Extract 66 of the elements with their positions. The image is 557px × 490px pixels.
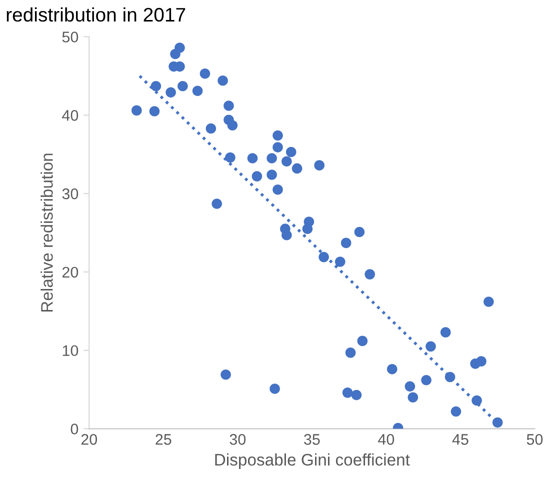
- x-axis-title: Disposable Gini coefficient: [215, 453, 410, 469]
- point: [386, 364, 398, 374]
- point: [174, 42, 185, 53]
- point: [484, 296, 494, 307]
- point: [150, 80, 162, 92]
- point: [247, 153, 258, 164]
- point: [252, 171, 262, 182]
- point: [266, 153, 277, 164]
- point: [272, 184, 283, 195]
- point: [314, 160, 324, 170]
- y-tick-label: 20: [62, 266, 78, 278]
- y-tick-label: 10: [62, 345, 78, 356]
- point: [212, 198, 222, 209]
- point: [421, 374, 432, 386]
- point: [178, 80, 188, 92]
- point: [426, 341, 436, 352]
- point: [166, 87, 176, 98]
- point: [408, 392, 418, 403]
- point: [345, 348, 356, 358]
- point: [227, 120, 238, 130]
- point: [149, 106, 160, 116]
- x-tick-label: 50: [526, 434, 543, 445]
- point: [225, 152, 236, 163]
- x-tick-label: 20: [81, 434, 98, 445]
- x-tick-label: 30: [230, 434, 246, 445]
- point: [440, 327, 451, 338]
- point: [357, 336, 368, 346]
- point: [334, 256, 346, 267]
- point: [200, 68, 210, 79]
- x-tick-label: 25: [156, 434, 172, 445]
- chart-title: redistribution in 2017: [6, 7, 186, 22]
- y-tick-label: 0: [70, 424, 78, 434]
- point: [342, 388, 353, 398]
- point: [340, 238, 352, 248]
- point: [472, 395, 482, 406]
- y-axis-title: Relative redistribution: [40, 154, 53, 312]
- point: [272, 130, 283, 141]
- point: [266, 170, 277, 180]
- x-tick-label: 40: [378, 434, 394, 445]
- point: [354, 226, 365, 238]
- point: [282, 156, 292, 167]
- point: [476, 356, 486, 366]
- x-tick-label: 45: [452, 434, 468, 445]
- point: [220, 370, 231, 380]
- point: [351, 390, 362, 400]
- point: [404, 381, 416, 392]
- point: [292, 163, 302, 174]
- point: [270, 384, 280, 394]
- point: [302, 224, 313, 234]
- point: [132, 105, 142, 116]
- point: [286, 146, 296, 158]
- point: [492, 417, 503, 428]
- point: [206, 123, 216, 134]
- point: [272, 142, 283, 152]
- y-tick-label: 40: [62, 110, 78, 121]
- y-tick-label: 30: [62, 188, 78, 200]
- point: [282, 230, 292, 240]
- point: [450, 406, 462, 417]
- x-tick-label: 35: [304, 434, 320, 445]
- point: [444, 372, 456, 382]
- point: [192, 86, 203, 96]
- point: [218, 76, 228, 86]
- point: [224, 100, 234, 111]
- point: [318, 252, 329, 262]
- point: [364, 269, 375, 280]
- y-tick-label: 50: [62, 32, 78, 42]
